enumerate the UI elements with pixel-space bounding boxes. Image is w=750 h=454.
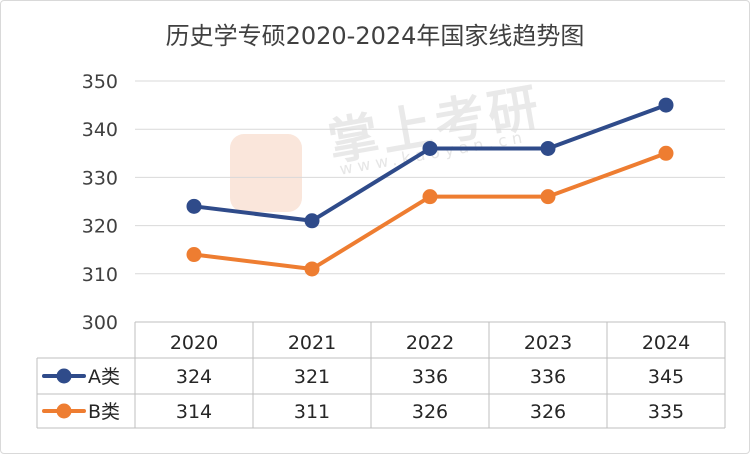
x-tick-label: 2020 <box>170 332 218 354</box>
y-tick-label: 300 <box>82 312 118 334</box>
table-cell-value: 336 <box>530 366 566 388</box>
y-tick-label: 310 <box>82 264 118 286</box>
chart-title: 历史学专硕2020-2024年国家线趋势图 <box>165 22 585 50</box>
x-tick-label: 2022 <box>406 332 454 354</box>
watermark-logo-icon <box>230 134 302 212</box>
y-tick-label: 340 <box>82 119 118 141</box>
data-point <box>186 247 202 263</box>
legend-marker <box>56 403 72 419</box>
table-cell-value: 314 <box>176 401 212 423</box>
y-tick-label: 320 <box>82 216 118 238</box>
x-tick-label: 2024 <box>642 332 690 354</box>
table-cell-value: 326 <box>530 401 566 423</box>
table-cell-value: 321 <box>294 366 330 388</box>
data-point <box>186 198 202 214</box>
data-point <box>422 189 438 205</box>
y-tick-label: 330 <box>82 167 118 189</box>
data-point <box>422 140 438 156</box>
x-tick-label: 2023 <box>524 332 572 354</box>
data-point <box>658 97 674 113</box>
x-tick-label: 2021 <box>288 332 336 354</box>
legend-label: A类 <box>88 366 120 388</box>
table-cell-value: 345 <box>648 366 684 388</box>
data-point <box>658 145 674 161</box>
data-point <box>304 213 320 229</box>
table-cell-value: 324 <box>176 366 212 388</box>
data-point <box>304 261 320 277</box>
data-point <box>540 189 556 205</box>
data-point <box>540 140 556 156</box>
series-line <box>192 151 668 271</box>
legend-marker <box>56 368 72 384</box>
table-cell-value: 335 <box>648 401 684 423</box>
table-cell-value: 311 <box>294 401 330 423</box>
legend-label: B类 <box>88 401 120 423</box>
y-tick-label: 350 <box>82 71 118 93</box>
table-cell-value: 336 <box>412 366 448 388</box>
table-cell-value: 326 <box>412 401 448 423</box>
